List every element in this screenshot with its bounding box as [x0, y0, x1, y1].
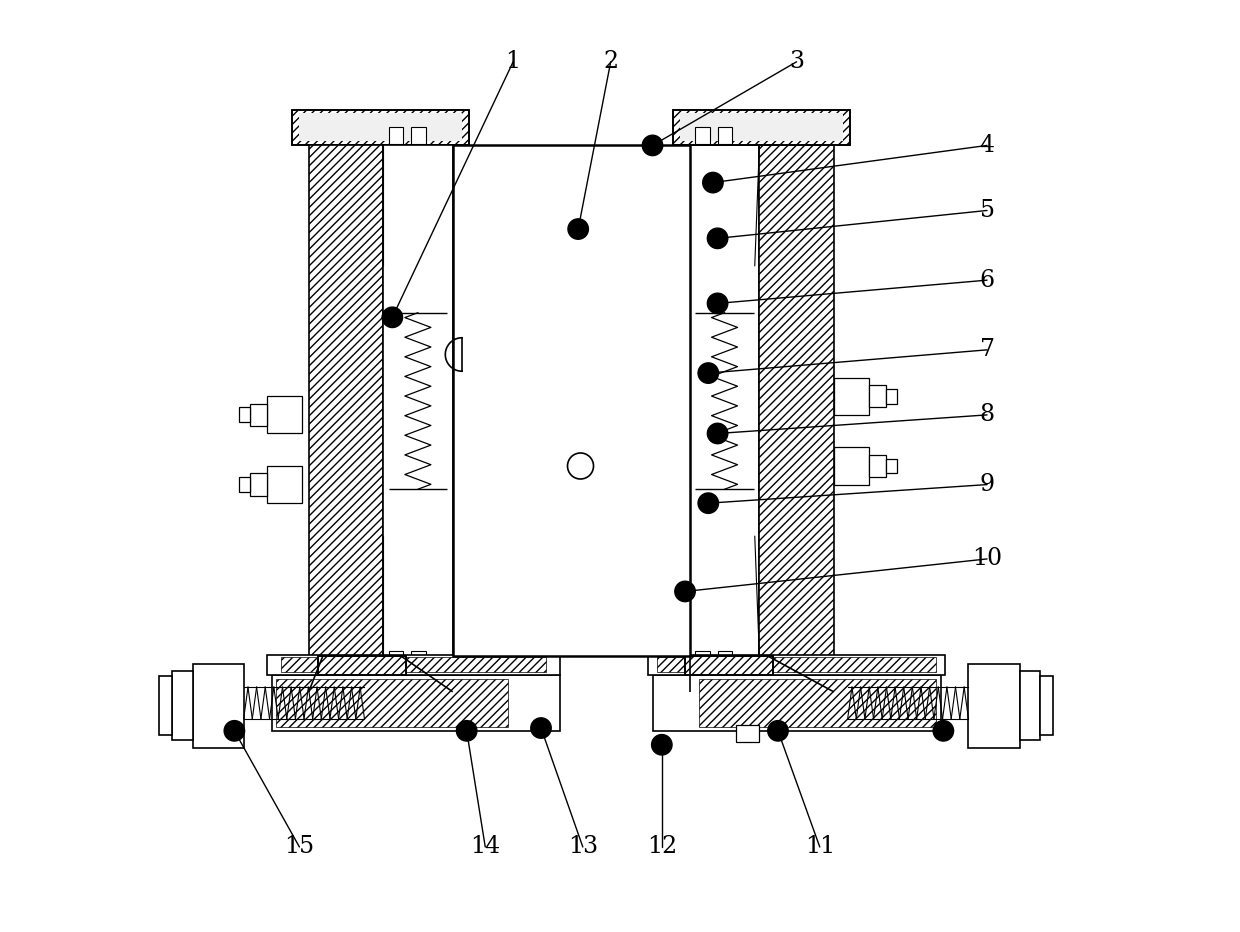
Bar [280, 657, 546, 672]
Bar [869, 385, 885, 407]
Bar [159, 676, 172, 735]
Bar [673, 110, 851, 145]
Text: 5: 5 [980, 199, 994, 222]
Bar [317, 656, 407, 675]
Bar [317, 656, 407, 675]
Bar [388, 127, 403, 144]
Bar [172, 671, 192, 740]
Bar [291, 110, 470, 145]
Bar [388, 651, 403, 667]
Circle shape [934, 720, 954, 741]
Bar [299, 113, 463, 141]
Circle shape [707, 228, 728, 249]
Circle shape [651, 734, 672, 755]
Text: 6: 6 [980, 268, 994, 292]
Bar [869, 455, 885, 477]
Bar [833, 447, 869, 485]
Bar [718, 127, 733, 144]
Bar [410, 651, 425, 667]
Bar [647, 654, 945, 675]
Bar [885, 389, 897, 404]
Bar [1019, 671, 1040, 740]
Bar [673, 110, 851, 145]
Bar [652, 675, 941, 731]
Bar [250, 473, 267, 496]
Bar [673, 656, 851, 692]
Text: 15: 15 [284, 835, 315, 858]
Circle shape [675, 582, 696, 602]
Bar [684, 656, 774, 675]
Bar [657, 657, 936, 672]
Bar [833, 377, 869, 415]
Bar [291, 110, 470, 145]
Circle shape [568, 219, 589, 240]
Bar [291, 656, 470, 692]
Bar [1040, 676, 1053, 735]
Bar [673, 656, 851, 692]
Bar [383, 145, 453, 656]
Text: 2: 2 [603, 50, 619, 74]
Circle shape [707, 423, 728, 444]
Bar [689, 145, 759, 656]
Circle shape [707, 294, 728, 313]
Bar [267, 654, 559, 675]
Text: 10: 10 [972, 547, 1002, 570]
Circle shape [531, 718, 552, 738]
Bar [696, 651, 711, 667]
Bar [239, 407, 250, 422]
Text: 3: 3 [789, 50, 804, 74]
Bar [737, 725, 759, 742]
Bar [684, 656, 774, 675]
Text: 4: 4 [980, 134, 994, 157]
Bar [681, 659, 843, 687]
Circle shape [642, 135, 662, 156]
Circle shape [382, 308, 403, 327]
Text: 11: 11 [805, 835, 835, 858]
Text: 14: 14 [470, 835, 501, 858]
Text: 12: 12 [647, 835, 677, 858]
Text: 8: 8 [980, 404, 994, 427]
Bar [696, 127, 711, 144]
Bar [267, 466, 303, 503]
Circle shape [456, 720, 477, 741]
Bar [192, 664, 244, 747]
Bar [718, 651, 733, 667]
Bar [309, 145, 383, 656]
Text: 13: 13 [568, 835, 598, 858]
Circle shape [698, 363, 718, 383]
Bar [410, 127, 425, 144]
Bar [759, 145, 833, 656]
Bar [453, 145, 689, 656]
Bar [267, 396, 303, 433]
Bar [681, 113, 843, 141]
Circle shape [703, 172, 723, 193]
Bar [968, 664, 1019, 747]
Circle shape [768, 720, 789, 741]
Bar [299, 659, 463, 687]
Circle shape [224, 720, 244, 741]
Bar [885, 459, 897, 473]
Bar [250, 404, 267, 426]
Text: 7: 7 [980, 338, 994, 362]
Text: 9: 9 [980, 473, 994, 496]
Bar [291, 656, 470, 692]
Bar [239, 477, 250, 492]
Circle shape [568, 453, 594, 479]
Bar [699, 678, 936, 727]
Bar [277, 678, 508, 727]
Bar [272, 675, 559, 731]
Text: 1: 1 [506, 50, 521, 74]
Circle shape [698, 493, 718, 514]
